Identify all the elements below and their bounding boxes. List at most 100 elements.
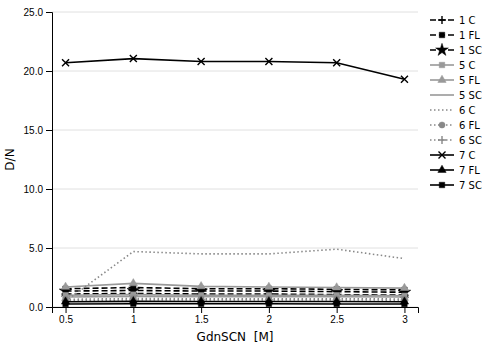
series	[66, 296, 405, 298]
series-marker	[334, 301, 339, 306]
y-axis-title: D/N	[3, 148, 17, 170]
legend-item: 6 FL	[430, 120, 480, 131]
series-marker	[401, 76, 408, 83]
series-line	[66, 299, 405, 301]
series	[62, 289, 409, 299]
legend-marker	[436, 43, 449, 55]
legend-item: 5 SC	[430, 90, 482, 101]
grid-line	[52, 12, 418, 13]
y-tick-mark	[46, 12, 52, 13]
legend: 1 C 1 FL 1 SC 5 C 5 FL 5 SC 6 C 6 FL 6 SC 7 C 7 FL…	[430, 15, 482, 191]
y-tick-label: 5.0	[29, 243, 43, 254]
series-line	[66, 249, 405, 301]
y-tick-label: 0.0	[29, 302, 43, 313]
x-tick-label: 0.5	[59, 314, 73, 325]
series-line	[66, 290, 405, 292]
legend-item: 7 C	[430, 150, 476, 161]
series-line	[66, 298, 405, 300]
series-marker	[265, 282, 273, 289]
grid	[52, 12, 418, 307]
series	[61, 279, 408, 291]
grid-line	[52, 71, 418, 72]
y-tick-label: 15.0	[24, 125, 44, 136]
x-tick: 0.5	[59, 307, 73, 325]
y-tick: 25.0	[24, 7, 52, 18]
series-marker	[198, 301, 203, 306]
legend-marker	[439, 62, 444, 67]
series-marker	[198, 58, 205, 65]
series	[63, 301, 407, 307]
series-layer	[59, 55, 411, 307]
series-marker	[131, 301, 136, 306]
x-tick-label: 3	[402, 314, 408, 325]
series-marker	[63, 301, 68, 306]
x-tick-mark	[66, 307, 67, 313]
series	[66, 249, 405, 301]
legend-item: 7 SC	[430, 180, 482, 191]
legend-marker	[438, 165, 446, 172]
series-marker	[61, 282, 69, 289]
series-marker	[402, 301, 407, 306]
legend-label: 5 C	[459, 60, 476, 71]
y-tick: 5.0	[29, 243, 52, 254]
series	[62, 55, 408, 83]
legend-label: 7 FL	[459, 165, 480, 176]
x-tick-label: 1.5	[195, 314, 209, 325]
x-axis: 0.5 1 1.5 2 2.5 3	[53, 307, 419, 325]
y-tick-mark	[46, 307, 52, 308]
grid-line	[52, 130, 418, 131]
series-marker	[333, 59, 340, 66]
y-tick: 0.0	[29, 302, 52, 313]
series-marker	[197, 282, 205, 289]
legend-item: 1 C	[430, 15, 476, 26]
series-line	[66, 296, 405, 298]
y-tick-mark	[46, 189, 52, 190]
legend-label: 6 SC	[459, 135, 482, 146]
legend-label: 7 C	[459, 150, 476, 161]
x-axis-title: GdnSCN [M]	[197, 330, 274, 344]
x-tick: 2.5	[330, 307, 344, 325]
y-tick: 20.0	[24, 66, 52, 77]
legend-item: 6 C	[430, 105, 476, 116]
series-marker	[265, 58, 272, 65]
series-line	[66, 283, 405, 288]
legend-item: 1 SC	[430, 43, 482, 55]
y-axis-line	[46, 13, 53, 308]
legend-item: 7 FL	[430, 165, 480, 176]
x-tick: 1.5	[195, 307, 209, 325]
series-marker	[129, 279, 137, 286]
grid-line	[52, 189, 418, 190]
legend-marker	[439, 122, 445, 128]
legend-item: 5 FL	[430, 75, 480, 86]
y-axis: 0.0 5.0 10.0 15.0 20.0 25.0	[24, 7, 53, 313]
x-tick-label: 2	[267, 314, 273, 325]
y-tick-label: 25.0	[24, 7, 44, 18]
x-tick: 2	[267, 307, 273, 325]
series	[63, 292, 407, 299]
legend-label: 1 FL	[459, 30, 480, 41]
x-tick-label: 1	[131, 314, 137, 325]
y-tick-mark	[46, 130, 52, 131]
legend-label: 5 FL	[459, 75, 480, 86]
legend-marker	[438, 75, 446, 82]
series-marker	[266, 301, 271, 306]
y-tick-label: 10.0	[24, 184, 44, 195]
series-line	[66, 303, 405, 305]
legend-label: 1 C	[459, 15, 476, 26]
y-tick: 10.0	[24, 184, 52, 195]
legend-item: 6 SC	[430, 135, 482, 146]
series-line	[66, 301, 405, 303]
legend-label: 5 SC	[459, 90, 482, 101]
series	[61, 297, 408, 305]
legend-item: 5 C	[430, 60, 476, 71]
x-tick-mark	[269, 307, 270, 313]
series	[62, 296, 409, 305]
x-tick: 1	[131, 307, 137, 325]
y-tick-mark	[46, 248, 52, 249]
x-axis-line	[53, 308, 419, 314]
plot-area: 0.5 1 1.5 2 2.5 3 0.0 5.0 10.0 15.0 20.0 25.0 GdnSCN…	[3, 7, 419, 344]
series-marker	[333, 283, 341, 290]
series-line	[66, 59, 405, 80]
x-tick-label: 2.5	[330, 314, 344, 325]
series-line	[66, 293, 405, 295]
